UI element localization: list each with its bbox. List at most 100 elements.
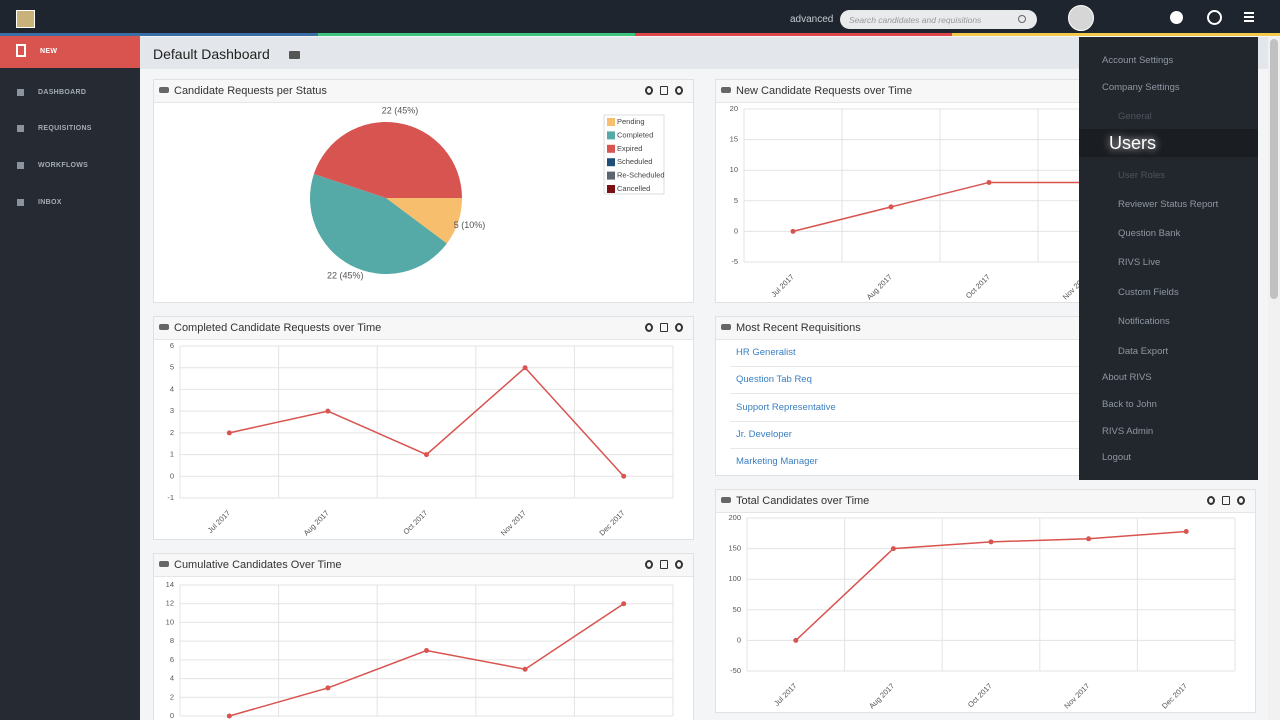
point bbox=[522, 666, 528, 672]
point bbox=[325, 685, 331, 691]
legend-label: Scheduled bbox=[617, 157, 652, 166]
sidebar-icon bbox=[17, 162, 24, 169]
menu-item[interactable]: Back to John bbox=[1102, 399, 1157, 410]
stripe bbox=[635, 33, 952, 36]
top-bar: advanced Search candidates and requisiti… bbox=[0, 0, 1280, 33]
x-tick-label: Oct 2017 bbox=[966, 681, 994, 709]
refresh-button[interactable] bbox=[645, 86, 653, 95]
globe-icon[interactable] bbox=[1170, 11, 1183, 24]
logo[interactable] bbox=[16, 10, 35, 28]
y-tick-label: 10 bbox=[730, 165, 738, 174]
avatar[interactable] bbox=[1068, 5, 1094, 31]
panel-icon bbox=[721, 497, 731, 503]
y-tick-label: 150 bbox=[728, 544, 741, 553]
menu-subitem[interactable]: Reviewer Status Report bbox=[1118, 199, 1219, 210]
panel-header: Cumulative Candidates Over Time bbox=[154, 554, 693, 577]
menu-subitem[interactable]: RIVS Live bbox=[1118, 257, 1161, 268]
legend-swatch bbox=[607, 131, 615, 140]
legend-label: Cancelled bbox=[617, 184, 650, 193]
advanced-link[interactable]: advanced bbox=[790, 14, 834, 25]
y-tick-label: 0 bbox=[734, 226, 738, 235]
pie-slice bbox=[313, 122, 462, 198]
settings-button[interactable] bbox=[675, 560, 683, 569]
x-tick-label: Oct 2017 bbox=[964, 272, 992, 300]
x-tick-label: Jul 2017 bbox=[772, 681, 798, 707]
panel-title: New Candidate Requests over Time bbox=[736, 85, 913, 97]
export-button[interactable] bbox=[1222, 496, 1230, 505]
slice-label: 22 (45%) bbox=[382, 106, 419, 116]
menu-subitem[interactable]: General bbox=[1118, 111, 1152, 122]
x-tick-label: Aug 2017 bbox=[302, 508, 331, 537]
requisition-link[interactable]: Question Tab Req bbox=[736, 374, 812, 386]
sidebar-item[interactable]: WORKFLOWS bbox=[38, 162, 89, 169]
menu-subitem[interactable]: Data Export bbox=[1118, 346, 1169, 357]
y-tick-label: 1 bbox=[170, 450, 174, 459]
sidebar-icon bbox=[17, 89, 24, 96]
stripe bbox=[318, 33, 635, 36]
settings-button[interactable] bbox=[1237, 496, 1245, 505]
pie-slice bbox=[310, 174, 447, 274]
menu-item[interactable]: RIVS Admin bbox=[1102, 426, 1154, 437]
row-divider bbox=[730, 420, 1250, 422]
menu-item-active[interactable]: Users bbox=[1109, 133, 1157, 153]
new-button-bg[interactable] bbox=[0, 36, 140, 68]
menu-icon[interactable] bbox=[1244, 12, 1254, 14]
y-tick-label: 3 bbox=[170, 406, 174, 415]
sidebar-item[interactable]: REQUISITIONS bbox=[38, 125, 92, 132]
menu-subitem[interactable]: User Roles bbox=[1118, 170, 1165, 181]
page-title: Default Dashboard bbox=[153, 46, 270, 62]
refresh-button[interactable] bbox=[645, 323, 653, 332]
menu-subitem[interactable]: Question Bank bbox=[1118, 228, 1181, 239]
menu-item[interactable]: Logout bbox=[1102, 452, 1132, 463]
menu-item[interactable]: About RIVS bbox=[1102, 372, 1152, 383]
slice-label: 5 (10%) bbox=[454, 220, 486, 230]
y-tick-label: 5 bbox=[734, 196, 738, 205]
point bbox=[793, 637, 799, 643]
export-button[interactable] bbox=[660, 560, 668, 569]
panel-title: Most Recent Requisitions bbox=[736, 322, 861, 334]
legend-swatch bbox=[607, 144, 615, 153]
search-box[interactable]: Search candidates and requisitions bbox=[840, 10, 1037, 29]
folder-icon[interactable] bbox=[289, 51, 300, 59]
sidebar-item[interactable]: NEW bbox=[40, 48, 58, 55]
help-icon[interactable] bbox=[1207, 10, 1222, 25]
settings-button[interactable] bbox=[675, 323, 683, 332]
x-tick-label: Dec 2017 bbox=[1160, 681, 1189, 710]
requisition-link[interactable]: Marketing Manager bbox=[736, 456, 818, 468]
pie-slice bbox=[386, 198, 462, 244]
point bbox=[424, 648, 429, 653]
requisition-link[interactable]: Jr. Developer bbox=[736, 428, 792, 440]
menu-item[interactable]: Company Settings bbox=[1102, 82, 1180, 93]
menu-item[interactable]: Account Settings bbox=[1102, 55, 1174, 66]
scroll-thumb[interactable] bbox=[1270, 39, 1278, 299]
sidebar-item[interactable]: DASHBOARD bbox=[38, 89, 87, 96]
x-tick-label: Nov 2017 bbox=[499, 508, 528, 537]
sidebar-item[interactable]: INBOX bbox=[38, 199, 62, 206]
y-tick-label: 15 bbox=[730, 135, 738, 144]
point bbox=[888, 204, 894, 210]
panel-title: Completed Candidate Requests over Time bbox=[174, 322, 382, 334]
menu-subitem[interactable]: Notifications bbox=[1118, 316, 1170, 327]
requisition-link[interactable]: HR Generalist bbox=[736, 347, 796, 358]
refresh-button[interactable] bbox=[1207, 496, 1215, 505]
y-tick-label: 4 bbox=[170, 674, 174, 683]
requisition-link[interactable]: Support Representative bbox=[736, 401, 836, 413]
panel-title: Candidate Requests per Status bbox=[174, 85, 327, 97]
sidebar-icon bbox=[17, 125, 24, 132]
y-tick-label: -1 bbox=[167, 493, 174, 502]
stripe bbox=[0, 33, 318, 36]
export-button[interactable] bbox=[660, 86, 668, 95]
legend-swatch bbox=[607, 171, 615, 180]
row-divider bbox=[730, 366, 1250, 367]
x-tick-label: Jul 2017 bbox=[769, 272, 795, 298]
settings-button[interactable] bbox=[675, 86, 683, 95]
line bbox=[229, 366, 625, 477]
row-divider bbox=[730, 393, 1250, 395]
point bbox=[790, 228, 796, 234]
refresh-button[interactable] bbox=[645, 560, 653, 569]
menu-subitem[interactable]: Custom Fields bbox=[1118, 287, 1179, 298]
export-button[interactable] bbox=[660, 323, 668, 332]
scrollbar[interactable] bbox=[1268, 37, 1280, 720]
y-tick-label: 8 bbox=[170, 636, 174, 645]
